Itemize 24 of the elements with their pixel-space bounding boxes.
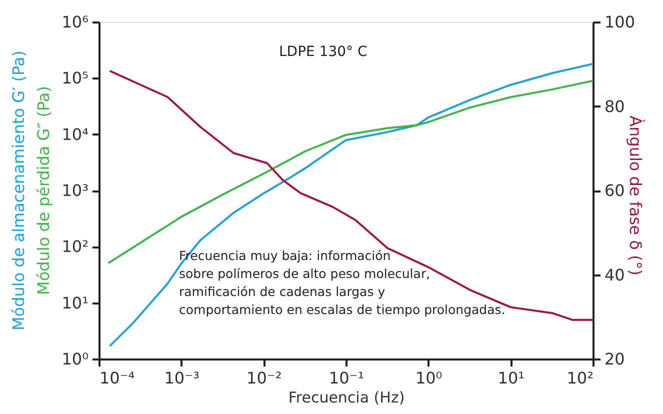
x-axis-title: Frecuencia (Hz) <box>288 388 405 406</box>
y-tick-label: 10¹ <box>62 293 88 312</box>
y-tick-label: 10⁶ <box>62 12 88 32</box>
text: Módulo de almacenamiento G′ (Pa) <box>9 50 28 331</box>
y2-tick-label: 80 <box>604 96 625 116</box>
y2-tick-label: 60 <box>604 181 625 200</box>
text: LDPE 130° C <box>279 44 368 60</box>
x-tick-label: 10⁻² <box>246 368 282 388</box>
x-tick-label: 10¹ <box>498 368 525 388</box>
text: Módulo de pérdida G″ (Pa) <box>34 86 53 295</box>
x-tick-label: 10⁰ <box>415 368 442 388</box>
y-tick-label: 10⁴ <box>62 124 88 144</box>
x-tick-label: 10⁻¹ <box>328 368 364 388</box>
y2-tick-label: 20 <box>604 350 625 368</box>
y2-axis-title: Àngulo de fase δ (°) <box>626 116 645 276</box>
x-tick-label: 10⁻⁴ <box>100 368 135 388</box>
y-tick-label: 10⁵ <box>62 68 88 88</box>
y-tick-label: 10² <box>62 237 88 256</box>
y2-tick-label: 100 <box>604 12 636 32</box>
y-tick-label: 10³ <box>62 181 88 200</box>
y2-tick-label: 40 <box>604 265 625 284</box>
x-tick-label: 10⁻³ <box>164 368 200 388</box>
x-tick-label: 10² <box>566 368 594 388</box>
y-tick-label: 10⁰ <box>62 350 88 368</box>
